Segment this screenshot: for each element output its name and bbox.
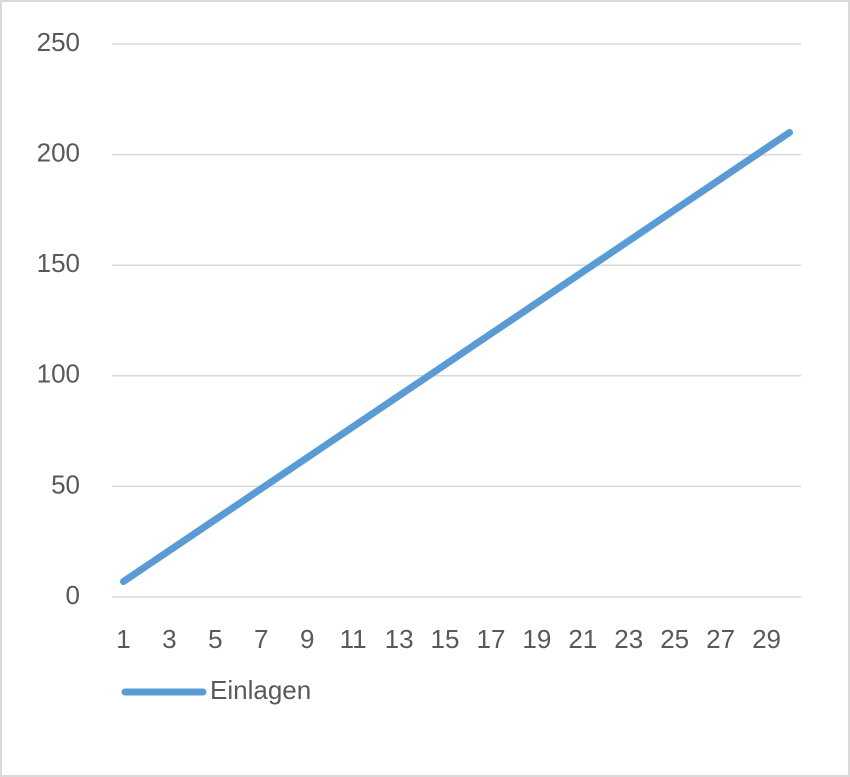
x-tick-label: 17 bbox=[476, 624, 505, 654]
x-tick-label: 15 bbox=[431, 624, 460, 654]
x-tick-label: 3 bbox=[162, 624, 176, 654]
x-tick-label: 9 bbox=[300, 624, 314, 654]
x-tick-label: 1 bbox=[116, 624, 130, 654]
y-tick-label: 250 bbox=[37, 27, 80, 57]
x-tick-label: 21 bbox=[568, 624, 597, 654]
y-tick-label: 0 bbox=[66, 580, 80, 610]
data-line bbox=[119, 128, 794, 586]
y-tick-label: 200 bbox=[37, 137, 80, 167]
x-tick-label: 27 bbox=[706, 624, 735, 654]
x-tick-label: 25 bbox=[660, 624, 689, 654]
x-tick-label: 23 bbox=[614, 624, 643, 654]
x-tick-label: 29 bbox=[752, 624, 781, 654]
y-tick-label: 100 bbox=[37, 359, 80, 389]
x-tick-label: 5 bbox=[208, 624, 222, 654]
x-tick-label: 11 bbox=[340, 624, 367, 654]
legend-label: Einlagen bbox=[210, 675, 311, 705]
x-tick-label: 13 bbox=[385, 624, 414, 654]
x-tick-label: 19 bbox=[522, 624, 551, 654]
y-tick-label: 150 bbox=[37, 248, 80, 278]
y-tick-label: 50 bbox=[51, 469, 80, 499]
x-tick-label: 7 bbox=[254, 624, 268, 654]
